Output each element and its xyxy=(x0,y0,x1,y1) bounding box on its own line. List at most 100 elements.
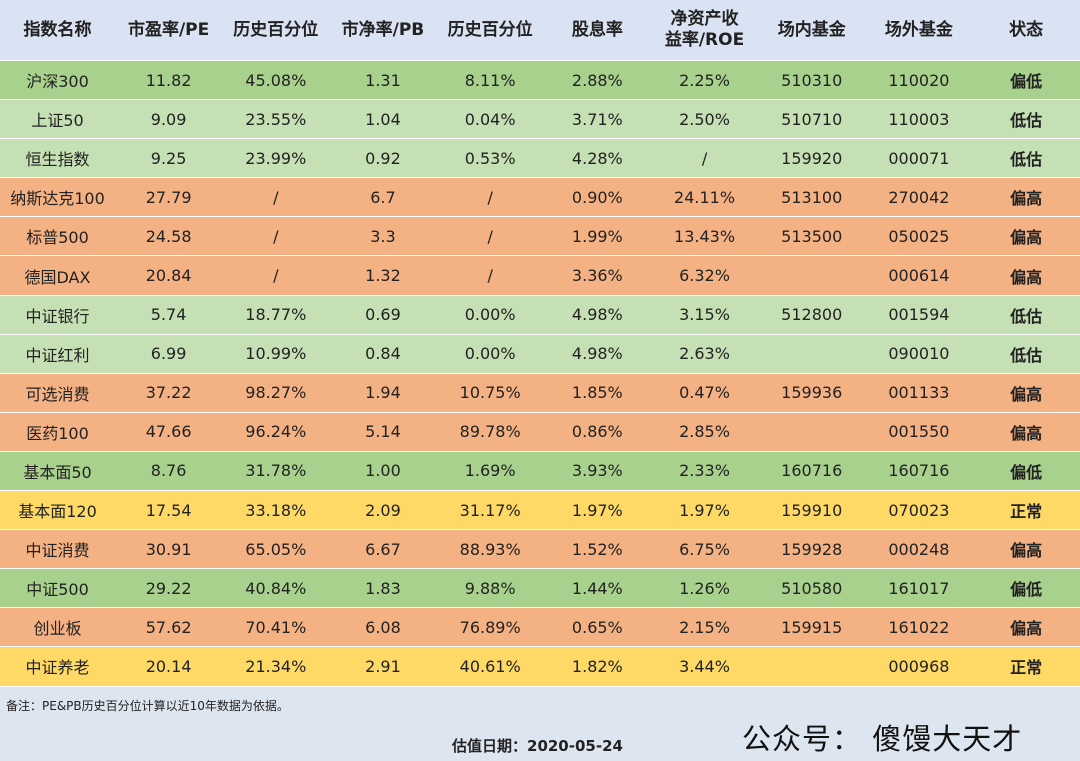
table-cell: 1.44% xyxy=(571,578,623,598)
table-cell: 45.08% xyxy=(245,70,307,90)
table-cell: 23.99% xyxy=(245,148,307,168)
table-row: 可选消费 37.22 98.27% 1.94 10.75% 1.85% 0.47% 15993… xyxy=(0,373,1080,413)
table-row: 纳斯达克100 27.79 / 6.7 / 0.90% 24.11% 513100 270042… xyxy=(0,178,1080,218)
table-cell: 2.50% xyxy=(679,109,730,129)
table-row: 医药100 47.66 96.24% 5.14 89.78% 0.86% 2.85% 0015… xyxy=(0,412,1080,452)
table-cell: 恒生指数 xyxy=(25,150,90,170)
table-cell: 159915 xyxy=(781,617,843,637)
table-cell: 23.55% xyxy=(245,109,307,129)
header-cell: 市净率/PB xyxy=(341,19,425,40)
table-cell: 512800 xyxy=(781,305,843,325)
table-cell: 24.11% xyxy=(674,187,736,207)
table-cell: 6.99 xyxy=(150,344,187,364)
table-cell: 上证50 xyxy=(31,111,84,131)
table-row: 沪深300 11.82 45.08% 1.31 8.11% 2.88% 2.25% 51031… xyxy=(0,61,1080,101)
table-cell: 标普500 xyxy=(26,228,89,248)
table-cell: 基本面50 xyxy=(23,462,92,482)
table-cell: 0.04% xyxy=(464,109,516,129)
table-cell: 3.3 xyxy=(370,226,396,246)
table-cell: 1.52% xyxy=(571,539,623,559)
table-cell: 47.66 xyxy=(145,422,192,442)
table-cell: 18.77% xyxy=(245,305,307,325)
table-cell: 1.31 xyxy=(365,70,401,90)
table-cell: / xyxy=(273,187,279,207)
table-cell: 65.05% xyxy=(245,539,307,559)
table-cell: 070023 xyxy=(888,500,950,520)
table-cell: 159936 xyxy=(781,383,843,403)
table-cell: 偏高 xyxy=(1010,228,1043,248)
table-cell: 中证养老 xyxy=(25,658,90,678)
table-cell: 0.00% xyxy=(464,305,516,325)
table-cell: / xyxy=(487,187,493,207)
table-cell xyxy=(758,256,865,294)
header-cell: 历史百分位 xyxy=(447,19,533,40)
table-cell: 27.79 xyxy=(145,187,192,207)
table-cell: 31.17% xyxy=(459,500,521,520)
table-cell: 3.44% xyxy=(679,656,730,676)
table-cell: 37.22 xyxy=(145,383,192,403)
table-row: 基本面50 8.76 31.78% 1.00 1.69% 3.93% 2.33% 160716… xyxy=(0,451,1080,492)
table-cell: 偏高 xyxy=(1010,267,1043,287)
table-cell: 偏高 xyxy=(1010,541,1043,561)
table-cell: 1.97% xyxy=(571,500,623,520)
table-cell: 33.18% xyxy=(245,500,307,520)
table-cell: 创业板 xyxy=(33,619,82,639)
table-cell: 000071 xyxy=(888,148,950,168)
table-row: 中证500 29.22 40.84% 1.83 9.88% 1.44% 1.26% 51058… xyxy=(0,569,1080,609)
table-cell: 9.09 xyxy=(150,109,187,129)
table-cell: 1.94 xyxy=(365,383,401,403)
table-cell: 0.84 xyxy=(365,344,401,364)
table-cell: 000248 xyxy=(888,539,950,559)
table-cell: 5.14 xyxy=(365,422,401,442)
table-cell: 正常 xyxy=(1010,658,1043,678)
table-cell: 4.98% xyxy=(571,344,623,364)
table-row: 德国DAX 20.84 / 1.32 / 3.36% 6.32% 000614 偏高 xyxy=(0,256,1080,296)
table-cell: 可选消费 xyxy=(25,384,90,404)
table-cell: 20.14 xyxy=(145,656,192,676)
table-cell: 98.27% xyxy=(245,383,307,403)
table-cell: 2.88% xyxy=(571,70,623,90)
table-row: 上证50 9.09 23.55% 1.04 0.04% 3.71% 2.50% 510710 1… xyxy=(0,100,1080,140)
table-cell: 159920 xyxy=(781,148,843,168)
table-cell: 0.65% xyxy=(571,617,623,637)
table-cell: 159928 xyxy=(781,539,843,559)
table-cell: 偏高 xyxy=(1010,384,1043,404)
table-cell: 1.97% xyxy=(679,500,730,520)
table-cell: 3.36% xyxy=(571,266,623,286)
table-cell: 110020 xyxy=(888,70,950,90)
table-cell: 医药100 xyxy=(26,423,89,443)
table-cell xyxy=(758,413,865,451)
table-cell: 513100 xyxy=(781,187,843,207)
table-cell: 2.15% xyxy=(679,617,730,637)
header-cell: 场内基金 xyxy=(777,19,846,40)
table-cell: 24.58 xyxy=(145,226,192,246)
table-cell: 低估 xyxy=(1010,345,1043,365)
table-cell: 57.62 xyxy=(145,617,192,637)
table-cell: 中证红利 xyxy=(25,345,90,365)
table-cell: 000614 xyxy=(888,266,950,286)
table-cell: 6.08 xyxy=(365,617,401,637)
table-cell: 0.53% xyxy=(464,148,516,168)
table-cell: 3.71% xyxy=(571,109,623,129)
table-cell: 1.04 xyxy=(365,109,401,129)
table-cell: 9.25 xyxy=(150,148,187,168)
table-cell: 8.76 xyxy=(150,461,187,481)
table-cell: 40.84% xyxy=(245,578,307,598)
table-cell: 中证500 xyxy=(26,580,89,600)
table-cell: 沪深300 xyxy=(26,72,89,92)
table-cell: 17.54 xyxy=(145,500,192,520)
table-cell: 1.69% xyxy=(464,461,516,481)
table-cell: 中证银行 xyxy=(25,306,90,326)
table-row: 基本面120 17.54 33.18% 2.09 31.17% 1.97% 1.97% 159… xyxy=(0,491,1080,531)
table-cell: 低估 xyxy=(1010,306,1043,326)
table-cell: 510310 xyxy=(781,70,843,90)
table-cell: 2.33% xyxy=(679,461,730,481)
table-cell: 6.75% xyxy=(679,539,730,559)
table-cell: 6.32% xyxy=(679,266,730,286)
table-cell xyxy=(758,335,865,373)
table-cell: 001133 xyxy=(888,383,950,403)
table-row: 中证消费 30.91 65.05% 6.67 88.93% 1.52% 6.75% 15992… xyxy=(0,530,1080,570)
header-cell: 股息率 xyxy=(571,19,623,40)
table-cell: 偏高 xyxy=(1010,189,1043,209)
table-cell: 050025 xyxy=(888,226,950,246)
